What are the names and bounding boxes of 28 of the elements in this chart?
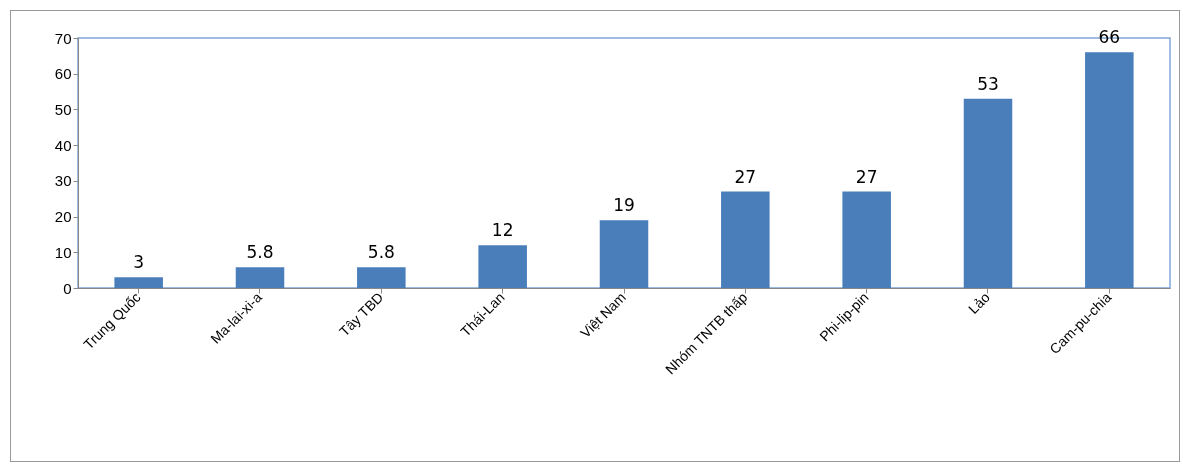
data-label: 3	[133, 252, 145, 273]
bar	[842, 191, 891, 288]
data-label: 19	[613, 195, 635, 216]
bar	[1085, 52, 1134, 288]
bar	[963, 98, 1013, 288]
y-tick-label: 50	[54, 100, 72, 118]
data-label: 12	[491, 220, 514, 241]
bar	[357, 267, 406, 288]
y-tick-label: 30	[54, 172, 72, 190]
x-tick-label: Tây TBD	[336, 289, 387, 340]
y-tick-label: 10	[54, 243, 72, 261]
bar	[599, 220, 649, 288]
data-label: 27	[855, 166, 878, 187]
x-tick-label: Lảo	[965, 288, 994, 317]
data-label: 27	[734, 166, 757, 187]
data-label: 5.8	[246, 242, 274, 263]
data-label: 53	[977, 73, 999, 94]
bar	[235, 267, 285, 288]
bar	[721, 191, 770, 288]
y-tick-label: 0	[63, 279, 72, 297]
bar	[478, 245, 527, 288]
y-tick-label: 40	[54, 136, 72, 154]
y-tick-label: 70	[54, 29, 72, 47]
data-label: 66	[1098, 27, 1121, 48]
y-tick-label: 20	[54, 208, 72, 226]
bar	[114, 277, 163, 288]
data-label: 5.8	[367, 242, 395, 263]
y-tick-label: 60	[54, 65, 72, 83]
